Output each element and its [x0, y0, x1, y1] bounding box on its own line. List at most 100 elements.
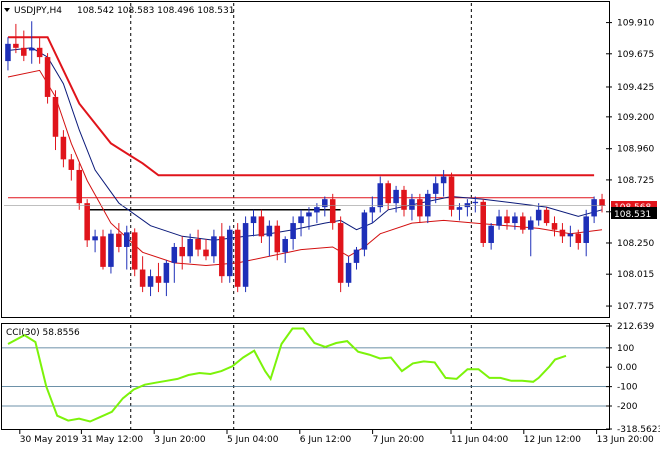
candle-body-bull: [512, 216, 518, 224]
price-axis-label: 108.725: [617, 176, 654, 186]
candle-body-bull: [28, 47, 35, 51]
candle-body-bull: [282, 238, 288, 253]
candle-body-bull: [92, 236, 98, 241]
candle-body-bull: [353, 249, 360, 263]
candle-body-bear: [599, 199, 605, 206]
candle-body-bull: [226, 229, 233, 277]
candle-body-bear: [551, 223, 558, 230]
candle-body-bear: [575, 233, 582, 243]
cci-label: CCI(30) 58.8556: [6, 328, 80, 338]
candle-body-bear: [258, 216, 265, 237]
candle-body-bull: [163, 262, 170, 283]
candle-body-bull: [242, 223, 249, 287]
candle-body-bull: [425, 193, 431, 217]
channel-price-badge-bg: [611, 201, 657, 212]
price-axis-label: 108.250: [617, 239, 654, 249]
candle-body-bear: [274, 225, 281, 253]
candle-body-bull: [488, 225, 494, 243]
axis-layer: 109.910 109.675 109.425 109.200 108.960 108.7…: [19, 19, 660, 445]
candle-body-bear: [21, 47, 27, 56]
candle-body-bull: [591, 199, 597, 217]
candle-body-bull: [187, 238, 193, 257]
candle-body-bear: [504, 216, 510, 224]
price-axis-label: 109.675: [617, 50, 654, 60]
candle-body-bear: [417, 199, 423, 217]
candle-body-bull: [361, 212, 368, 250]
price-axis-label: 107.775: [617, 302, 654, 312]
candle-body-bear: [68, 159, 75, 170]
candle-body-bear: [155, 276, 162, 283]
time-axis-label: 31 May 12:00: [81, 435, 143, 445]
candle-body-bear: [13, 43, 19, 48]
candle-body-bull: [171, 246, 178, 263]
candle-body-bull: [535, 209, 542, 221]
time-axis-label: 13 Jun 20:00: [597, 435, 654, 445]
cci-axis-label: -318.5623: [617, 425, 660, 435]
candle-body-bull: [377, 183, 384, 208]
grid-layer: [130, 3, 472, 429]
candle-body-bull: [147, 276, 154, 287]
cci-line: [7, 327, 567, 423]
candle-body-bear: [100, 236, 106, 267]
candle-body-bear: [179, 246, 185, 257]
cci-panel-frame: [1, 323, 610, 430]
candle-body-bear: [448, 176, 455, 210]
candle-body-bear: [60, 136, 67, 160]
candle-body-bull: [456, 207, 463, 210]
candle-body-bull: [464, 203, 471, 208]
candle-body-bear: [329, 199, 336, 224]
cci-axis-label: 212.639: [617, 322, 654, 332]
candle-body-bear: [385, 183, 391, 204]
symbol-label: USDJPY,H4: [14, 6, 62, 16]
candle-body-bull: [250, 216, 257, 224]
candle-body-bear: [203, 249, 209, 257]
candle-body-bull: [322, 199, 328, 208]
candle-body-bull: [369, 207, 376, 213]
candle-body-bear: [36, 47, 43, 58]
time-axis-label: 12 Jun 12:00: [524, 435, 581, 445]
candle-body-bear: [559, 229, 566, 237]
candle-body-bull: [472, 201, 479, 204]
candle-body-bear: [480, 201, 486, 243]
current-price-badge: 108.531: [614, 210, 651, 220]
candle-body-bull: [290, 223, 296, 239]
price-panel-frame: [1, 1, 610, 318]
candle-body-bear: [543, 209, 550, 224]
cci-axis-label: -200: [617, 402, 638, 412]
time-axis-label: 7 Jun 20:00: [373, 435, 425, 445]
dropdown-triangle-icon[interactable]: [4, 8, 10, 12]
time-axis-label: 30 May 2019: [20, 435, 79, 445]
candle-body-bear: [401, 189, 407, 210]
candle-body-bear: [139, 269, 146, 287]
cci-axis-label: 0.00: [617, 363, 637, 373]
price-axis-label: 109.425: [617, 83, 654, 93]
time-axis-label: 5 Jun 04:00: [227, 435, 279, 445]
cci-axis-label: -100: [617, 383, 638, 393]
candle-body-bear: [131, 232, 138, 270]
candle-body-bull: [409, 199, 415, 210]
candle-body-bear: [234, 229, 241, 287]
time-axis-label: 3 Jun 20:00: [154, 435, 206, 445]
price-axis-label: 108.015: [617, 270, 654, 280]
candle-body-bear: [219, 236, 225, 277]
candle-body-bear: [116, 233, 122, 247]
ohlc-values: 108.542 108.583 108.496 108.531: [77, 6, 234, 16]
candle-body-bull: [496, 216, 502, 226]
candle-body-bear: [195, 238, 201, 250]
candle-body-bull: [124, 232, 130, 247]
candle-body-bull: [306, 212, 312, 217]
price-axis-label: 109.200: [617, 113, 654, 123]
candle-body-bull: [5, 43, 11, 62]
candle-body-bull: [314, 207, 320, 213]
candle-body-bear: [76, 169, 83, 204]
candle-body-bear: [337, 223, 344, 283]
price-axis-label: 109.910: [617, 19, 654, 29]
candle-body-bull: [345, 262, 352, 283]
candle-body-bull: [298, 216, 304, 224]
candle-body-bull: [440, 176, 447, 184]
candle-body-bull: [583, 216, 589, 243]
candle-body-bull: [527, 220, 534, 230]
price-axis-label: 108.960: [617, 145, 654, 155]
time-axis-label: 11 Jun 04:00: [451, 435, 508, 445]
